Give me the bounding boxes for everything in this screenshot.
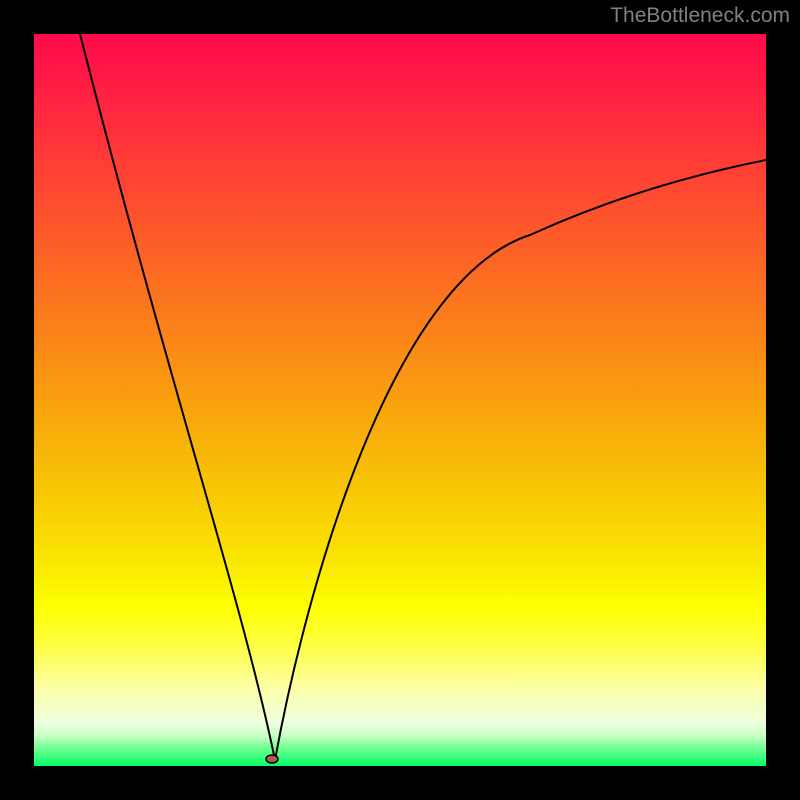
chart-container: TheBottleneck.com (0, 0, 800, 800)
chart-svg (0, 0, 800, 800)
watermark-text: TheBottleneck.com (610, 4, 790, 28)
